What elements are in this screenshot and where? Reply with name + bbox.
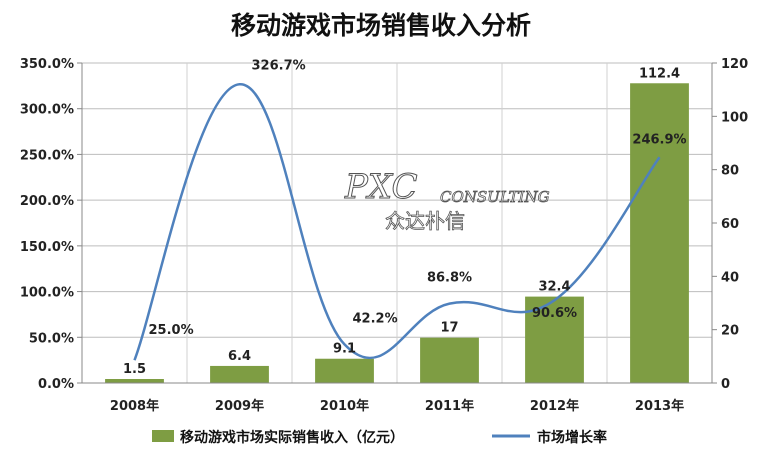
line-value-label: 246.9% <box>632 132 686 147</box>
category-label: 2008年 <box>110 398 159 414</box>
left-tick-label: 150.0% <box>20 240 74 255</box>
legend-bar-swatch <box>152 430 174 442</box>
right-tick-label: 80 <box>721 164 739 179</box>
right-tick-label: 60 <box>721 217 739 232</box>
right-tick-label: 0 <box>721 377 730 392</box>
left-tick-label: 200.0% <box>20 194 74 209</box>
bar <box>105 379 164 383</box>
right-tick-label: 20 <box>721 324 739 339</box>
axes: 0.0% 50.0% 100.0% 150.0% 200.0% 250.0% 300.0% 3… <box>20 57 748 414</box>
bar-value-label: 17 <box>440 321 458 336</box>
legend-bar-label: 移动游戏市场实际销售收入（亿元） <box>180 429 404 446</box>
watermark-chinese: 众达朴信 <box>385 209 465 233</box>
left-tick-label: 250.0% <box>20 148 74 163</box>
line-value-label: 90.6% <box>532 306 577 321</box>
bar <box>420 337 479 383</box>
left-tick-label: 350.0% <box>20 57 74 72</box>
category-label: 2011年 <box>425 398 474 414</box>
line-value-label: 326.7% <box>252 58 306 73</box>
legend: 移动游戏市场实际销售收入（亿元） 市场增长率 <box>152 429 607 446</box>
gridlines <box>81 62 713 384</box>
growth-rate-line <box>133 83 661 361</box>
right-tick-label: 120 <box>721 57 748 72</box>
bar-value-label: 9.1 <box>333 342 356 357</box>
right-tick-label: 100 <box>721 110 748 125</box>
line-value-label: 86.8% <box>427 271 472 286</box>
bar-value-label: 32.4 <box>538 280 570 295</box>
legend-line-label: 市场增长率 <box>537 429 607 446</box>
bar-value-label: 6.4 <box>228 349 251 364</box>
line-series <box>133 83 661 361</box>
watermark-logo: PXC CONSULTING 众达朴信 <box>344 167 551 234</box>
left-tick-label: 0.0% <box>38 377 74 392</box>
left-tick-label: 300.0% <box>20 103 74 118</box>
bar <box>315 358 374 383</box>
bar-value-label: 1.5 <box>123 362 146 377</box>
chart-title: 移动游戏市场销售收入分析 <box>231 11 531 40</box>
data-labels: 1.5 6.4 9.1 17 32.4 112.4 25.0% 326.7% 42.2% 86.8… <box>123 58 687 377</box>
bar-series <box>105 83 689 384</box>
left-tick-label: 50.0% <box>29 331 74 346</box>
bar <box>210 365 269 383</box>
bar <box>630 83 689 384</box>
right-tick-label: 40 <box>721 270 739 285</box>
line-value-label: 25.0% <box>149 323 194 338</box>
bar-value-label: 112.4 <box>639 66 680 81</box>
category-label: 2013年 <box>635 398 684 414</box>
category-label: 2012年 <box>530 398 579 414</box>
watermark-consulting: CONSULTING <box>440 188 550 206</box>
left-tick-label: 100.0% <box>20 286 74 301</box>
category-label: 2009年 <box>215 398 264 414</box>
category-label: 2010年 <box>320 398 369 414</box>
line-value-label: 42.2% <box>353 311 398 326</box>
watermark-pxc: PXC <box>344 167 418 207</box>
